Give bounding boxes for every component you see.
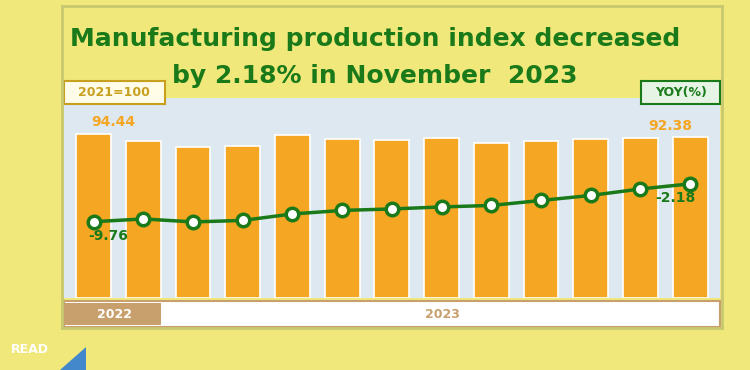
- Bar: [573, 139, 608, 298]
- Text: 94.44: 94.44: [91, 115, 135, 130]
- Bar: [325, 139, 359, 298]
- Bar: [225, 146, 260, 298]
- Bar: [374, 140, 410, 298]
- Text: -2.18: -2.18: [655, 191, 695, 205]
- Bar: [76, 134, 111, 298]
- Polygon shape: [60, 347, 86, 370]
- Bar: [126, 141, 160, 298]
- Text: Manufacturing production index decreased: Manufacturing production index decreased: [70, 27, 680, 51]
- Bar: [623, 138, 658, 298]
- Bar: [176, 147, 211, 298]
- Bar: [65, 303, 160, 325]
- Text: 2021=100: 2021=100: [79, 86, 150, 100]
- Text: 2023: 2023: [425, 307, 460, 321]
- Bar: [673, 137, 707, 298]
- Text: READ: READ: [11, 343, 50, 356]
- Bar: [275, 135, 310, 298]
- Text: 2022: 2022: [97, 307, 132, 321]
- Text: 92.38: 92.38: [649, 119, 693, 133]
- Bar: [424, 138, 459, 298]
- Text: -9.76: -9.76: [88, 229, 128, 243]
- Bar: [524, 141, 559, 298]
- Text: YOY(%): YOY(%): [655, 86, 706, 100]
- Bar: [474, 143, 508, 298]
- Text: by 2.18% in November  2023: by 2.18% in November 2023: [172, 64, 578, 88]
